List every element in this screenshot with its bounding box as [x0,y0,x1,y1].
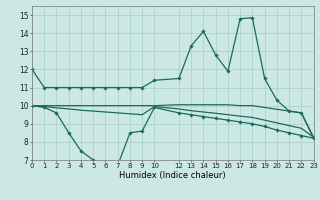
X-axis label: Humidex (Indice chaleur): Humidex (Indice chaleur) [119,171,226,180]
